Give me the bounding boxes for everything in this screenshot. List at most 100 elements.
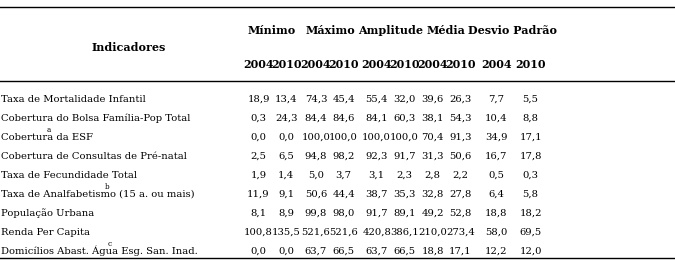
Text: Renda Per Capita: Renda Per Capita	[1, 228, 90, 237]
Text: 0,0: 0,0	[250, 247, 267, 256]
Text: 420,8: 420,8	[362, 228, 391, 237]
Text: 6,5: 6,5	[278, 152, 294, 161]
Text: Média: Média	[427, 25, 466, 36]
Text: 38,1: 38,1	[421, 114, 444, 123]
Text: Cobertura de Consultas de Pré-natal: Cobertura de Consultas de Pré-natal	[1, 152, 187, 161]
Text: 84,4: 84,4	[304, 114, 327, 123]
Text: 58,0: 58,0	[485, 228, 508, 237]
Text: 2,8: 2,8	[425, 171, 441, 180]
Text: 92,3: 92,3	[365, 152, 388, 161]
Text: Domicílios Abast. Água Esg. San. Inad.: Domicílios Abast. Água Esg. San. Inad.	[1, 246, 198, 257]
Text: 100,0: 100,0	[329, 133, 358, 142]
Text: 0,0: 0,0	[278, 133, 294, 142]
Text: 11,9: 11,9	[247, 190, 270, 199]
Text: 16,7: 16,7	[485, 152, 508, 161]
Text: 35,3: 35,3	[393, 190, 416, 199]
Text: 44,4: 44,4	[332, 190, 355, 199]
Text: 8,8: 8,8	[522, 114, 539, 123]
Text: Desvio Padrão: Desvio Padrão	[468, 25, 558, 36]
Text: 91,7: 91,7	[365, 209, 388, 218]
Text: 100,0: 100,0	[390, 133, 418, 142]
Text: 2010: 2010	[328, 59, 359, 70]
Text: 13,4: 13,4	[275, 95, 298, 104]
Text: 12,2: 12,2	[485, 247, 508, 256]
Text: 0,3: 0,3	[250, 114, 267, 123]
Text: 2004: 2004	[481, 59, 512, 70]
Text: 84,6: 84,6	[332, 114, 355, 123]
Text: 17,8: 17,8	[519, 152, 542, 161]
Text: 6,4: 6,4	[488, 190, 504, 199]
Text: 2010: 2010	[389, 59, 420, 70]
Text: 50,6: 50,6	[305, 190, 327, 199]
Text: 32,0: 32,0	[393, 95, 416, 104]
Text: 50,6: 50,6	[450, 152, 471, 161]
Text: 2004: 2004	[417, 59, 448, 70]
Text: 69,5: 69,5	[520, 228, 541, 237]
Text: 10,4: 10,4	[485, 114, 508, 123]
Text: Mínimo: Mínimo	[248, 25, 296, 36]
Text: 100,0: 100,0	[302, 133, 330, 142]
Text: 84,1: 84,1	[365, 114, 388, 123]
Text: 9,1: 9,1	[278, 190, 294, 199]
Text: 52,8: 52,8	[449, 209, 472, 218]
Text: 2,3: 2,3	[396, 171, 412, 180]
Text: 3,1: 3,1	[369, 171, 385, 180]
Text: 2004: 2004	[361, 59, 392, 70]
Text: 38,7: 38,7	[365, 190, 388, 199]
Text: 91,3: 91,3	[449, 133, 472, 142]
Text: 8,1: 8,1	[250, 209, 267, 218]
Text: 27,8: 27,8	[449, 190, 472, 199]
Text: 5,0: 5,0	[308, 171, 324, 180]
Text: 7,7: 7,7	[488, 95, 504, 104]
Text: 100,0: 100,0	[362, 133, 391, 142]
Text: 12,0: 12,0	[519, 247, 542, 256]
Text: 2,5: 2,5	[250, 152, 267, 161]
Text: 31,3: 31,3	[421, 152, 444, 161]
Text: Cobertura do Bolsa Família-Pop Total: Cobertura do Bolsa Família-Pop Total	[1, 114, 191, 123]
Text: 210,0: 210,0	[418, 228, 447, 237]
Text: 1,4: 1,4	[278, 171, 294, 180]
Text: 2010: 2010	[271, 59, 302, 70]
Text: 135,5: 135,5	[272, 228, 300, 237]
Text: 0,0: 0,0	[278, 247, 294, 256]
Text: 8,9: 8,9	[278, 209, 294, 218]
Text: 17,1: 17,1	[519, 133, 542, 142]
Text: 2,2: 2,2	[452, 171, 468, 180]
Text: Taxa de Analfabetismo (15 a. ou mais): Taxa de Analfabetismo (15 a. ou mais)	[1, 190, 195, 199]
Text: 66,5: 66,5	[333, 247, 354, 256]
Text: Cobertura da ESF: Cobertura da ESF	[1, 133, 93, 142]
Text: 386,1: 386,1	[390, 228, 418, 237]
Text: 3,7: 3,7	[335, 171, 352, 180]
Text: 98,0: 98,0	[332, 209, 355, 218]
Text: População Urbana: População Urbana	[1, 209, 94, 218]
Text: Indicadores: Indicadores	[91, 42, 165, 53]
Text: 74,3: 74,3	[304, 95, 327, 104]
Text: 521,6: 521,6	[329, 228, 358, 237]
Text: 18,2: 18,2	[519, 209, 542, 218]
Text: 0,3: 0,3	[522, 171, 539, 180]
Text: 1,9: 1,9	[250, 171, 267, 180]
Text: 45,4: 45,4	[332, 95, 355, 104]
Text: 2004: 2004	[243, 59, 274, 70]
Text: 100,8: 100,8	[244, 228, 273, 237]
Text: Amplitude: Amplitude	[358, 25, 423, 36]
Text: 17,1: 17,1	[449, 247, 472, 256]
Text: 54,3: 54,3	[449, 114, 472, 123]
Text: 521,6: 521,6	[302, 228, 330, 237]
Text: a: a	[46, 126, 51, 134]
Text: 39,6: 39,6	[422, 95, 443, 104]
Text: 34,9: 34,9	[485, 133, 508, 142]
Text: 70,4: 70,4	[421, 133, 444, 142]
Text: 5,5: 5,5	[522, 95, 539, 104]
Text: b: b	[105, 183, 109, 191]
Text: 18,9: 18,9	[247, 95, 270, 104]
Text: 2010: 2010	[515, 59, 546, 70]
Text: 18,8: 18,8	[421, 247, 444, 256]
Text: 63,7: 63,7	[305, 247, 327, 256]
Text: 63,7: 63,7	[366, 247, 387, 256]
Text: 0,5: 0,5	[488, 171, 504, 180]
Text: 66,5: 66,5	[394, 247, 415, 256]
Text: 18,8: 18,8	[485, 209, 508, 218]
Text: 2010: 2010	[445, 59, 476, 70]
Text: 24,3: 24,3	[275, 114, 298, 123]
